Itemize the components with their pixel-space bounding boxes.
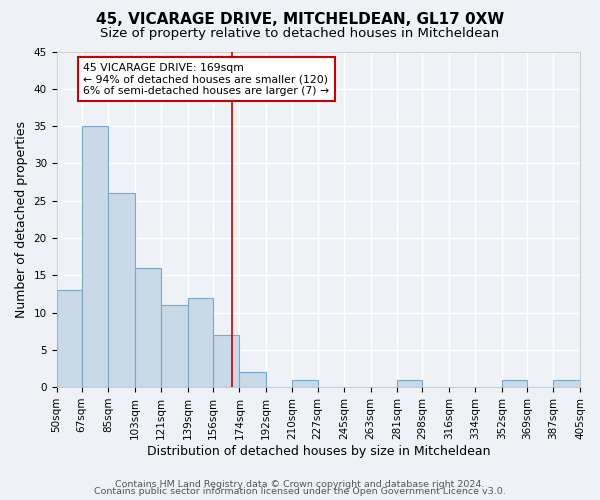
Bar (213, 335, 239, 387)
Bar (553, 380, 580, 387)
Text: Contains HM Land Registry data © Crown copyright and database right 2024.: Contains HM Land Registry data © Crown c… (115, 480, 485, 489)
Text: Contains public sector information licensed under the Open Government Licence v3: Contains public sector information licen… (94, 487, 506, 496)
Text: 45, VICARAGE DRIVE, MITCHELDEAN, GL17 0XW: 45, VICARAGE DRIVE, MITCHELDEAN, GL17 0X… (96, 12, 504, 28)
Bar (56, 290, 82, 387)
Text: 45 VICARAGE DRIVE: 169sqm
← 94% of detached houses are smaller (120)
6% of semi-: 45 VICARAGE DRIVE: 169sqm ← 94% of detac… (83, 62, 329, 96)
Bar (239, 372, 266, 387)
X-axis label: Distribution of detached houses by size in Mitcheldean: Distribution of detached houses by size … (146, 444, 490, 458)
Bar (188, 298, 213, 387)
Bar (397, 380, 422, 387)
Bar (82, 126, 108, 387)
Bar (161, 305, 188, 387)
Text: Size of property relative to detached houses in Mitcheldean: Size of property relative to detached ho… (100, 28, 500, 40)
Bar (108, 193, 134, 387)
Y-axis label: Number of detached properties: Number of detached properties (15, 121, 28, 318)
Bar (292, 380, 317, 387)
Bar (134, 268, 161, 387)
Bar (502, 380, 527, 387)
